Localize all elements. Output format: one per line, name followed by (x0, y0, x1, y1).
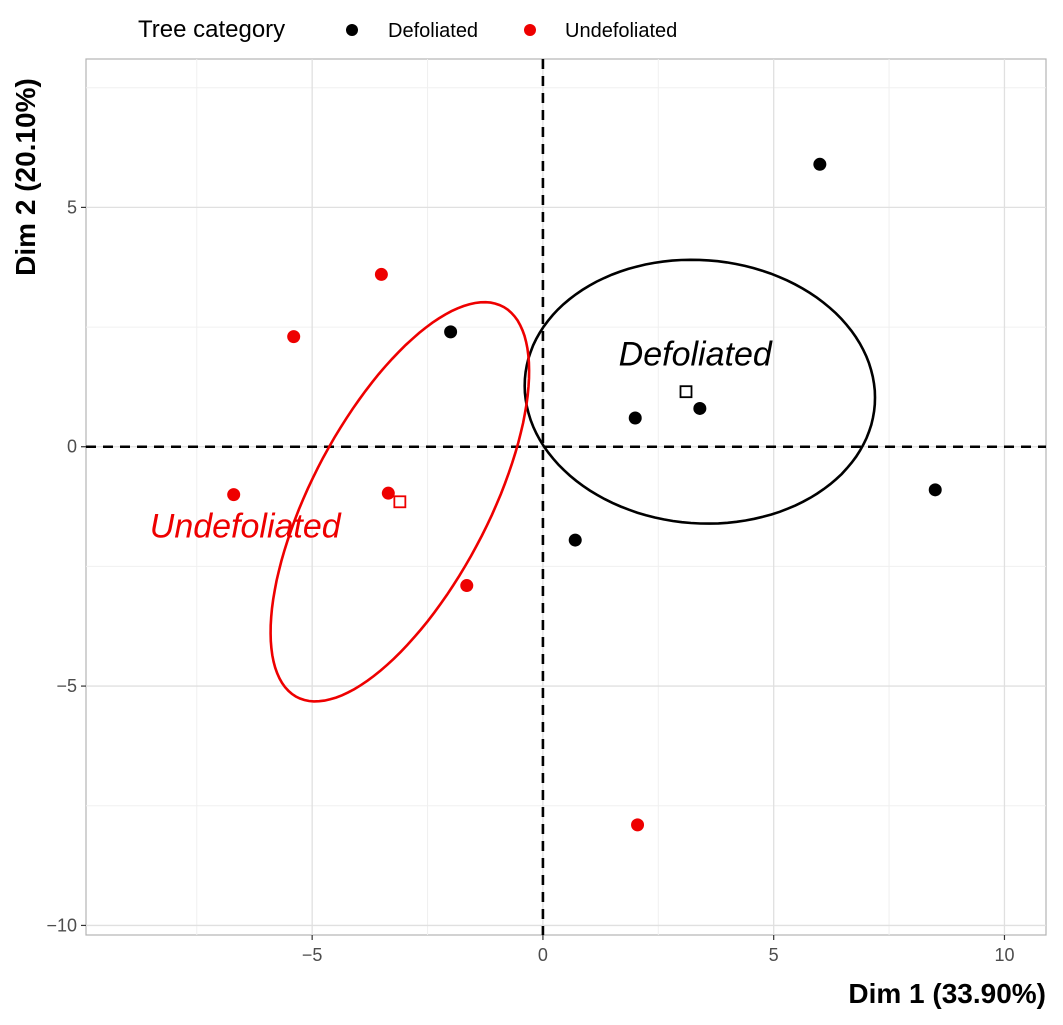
y-tick-label: −5 (56, 676, 77, 696)
point-defoliated (928, 483, 942, 497)
legend-label-undefoliated: Undefoliated (565, 20, 677, 42)
ellipse-labels: Defoliated Undefoliated (150, 335, 773, 545)
point-defoliated (444, 325, 458, 339)
y-axis-title: Dim 2 (20.10%) (10, 78, 41, 276)
x-tick-label: 5 (769, 945, 779, 965)
ellipse-label-undefoliated: Undefoliated (150, 508, 342, 546)
point-undefoliated (227, 488, 241, 502)
confidence-ellipses (269, 258, 877, 703)
grid-minor (86, 59, 1046, 935)
point-defoliated (693, 401, 707, 415)
x-tick-label: −5 (302, 945, 323, 965)
point-defoliated (813, 157, 827, 171)
group-centroids (393, 385, 693, 509)
x-axis-title: Dim 1 (33.90%) (848, 978, 1046, 1009)
point-defoliated (628, 411, 642, 425)
data-points (227, 157, 942, 832)
plot-panel-border (85, 58, 1047, 936)
y-axis-ticks: −10 −5 0 5 (46, 197, 86, 935)
y-tick-label: 5 (67, 197, 77, 217)
x-axis-ticks: −5 0 5 10 (302, 935, 1014, 965)
y-tick-label: −10 (46, 915, 77, 935)
legend-marker-defoliated (346, 24, 358, 36)
legend-label-defoliated: Defoliated (388, 20, 478, 42)
ellipse-label-defoliated: Defoliated (619, 335, 773, 373)
point-undefoliated (287, 330, 301, 344)
point-defoliated (568, 533, 582, 547)
grid-major (86, 59, 1046, 935)
ellipse-undefoliated (269, 300, 531, 703)
ellipse-defoliated (523, 258, 877, 525)
legend-title: Tree category (138, 16, 285, 43)
legend-marker-undefoliated (524, 24, 536, 36)
x-tick-label: 0 (538, 945, 548, 965)
point-undefoliated (374, 267, 388, 281)
legend: Tree category Defoliated Undefoliated (138, 16, 677, 43)
y-tick-label: 0 (67, 437, 77, 457)
point-undefoliated (381, 486, 395, 500)
point-undefoliated (631, 818, 645, 832)
centroid-defoliated (679, 385, 693, 399)
point-undefoliated (460, 579, 474, 593)
x-tick-label: 10 (994, 945, 1014, 965)
reference-lines (86, 59, 1046, 935)
centroid-undefoliated (393, 495, 407, 509)
